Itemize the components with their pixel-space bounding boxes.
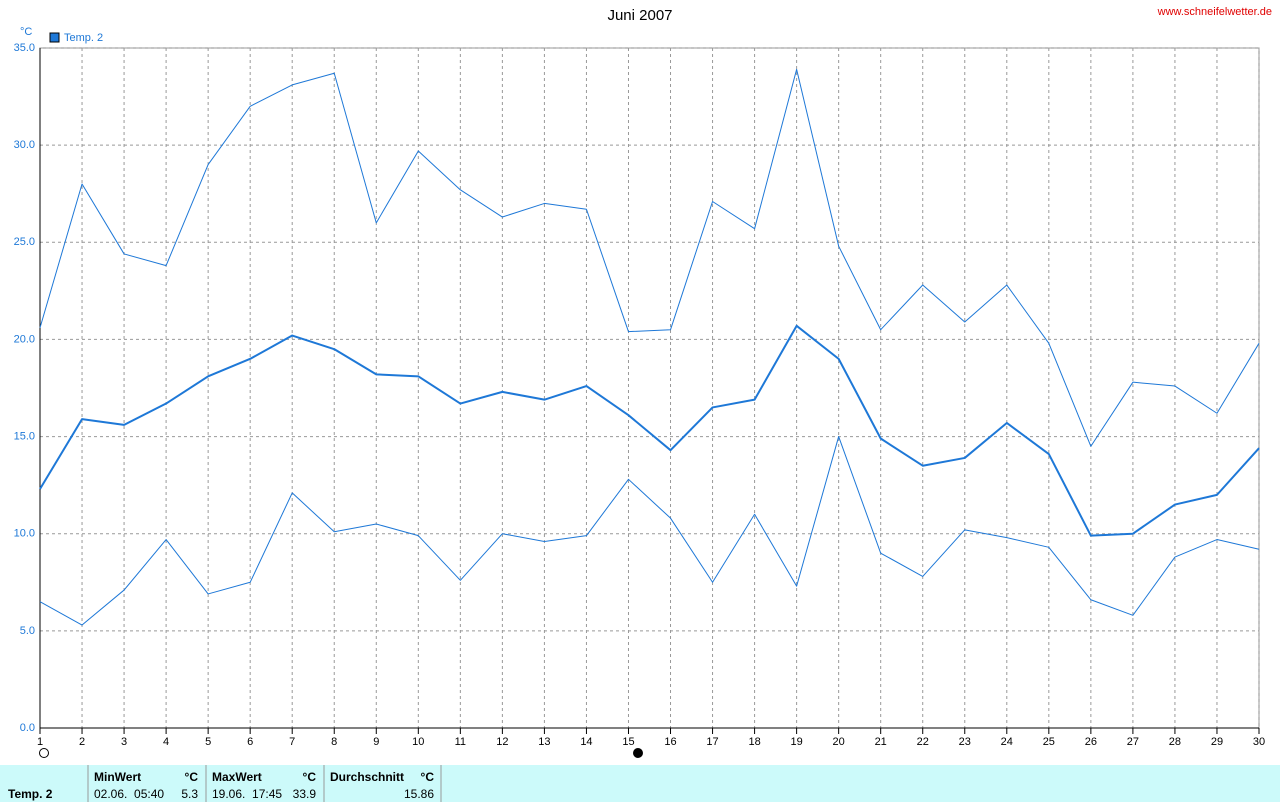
summary-dividers	[87, 765, 442, 802]
y-tick-label: 0.0	[20, 722, 35, 734]
line-series	[39, 436, 1260, 626]
x-tick-label: 30	[1253, 736, 1265, 748]
summary-unit: °C	[421, 770, 435, 784]
summary-time: 19.06. 17:45	[212, 787, 282, 801]
summary-time: 02.06. 05:40	[94, 787, 164, 801]
summary-title: MaxWert	[212, 770, 262, 784]
x-tick-label: 9	[373, 736, 379, 748]
x-tick-label: 20	[833, 736, 845, 748]
x-tick-label: 6	[247, 736, 253, 748]
x-tick-label: 28	[1169, 736, 1181, 748]
y-tick-label: 30.0	[14, 139, 35, 151]
summary-bg	[0, 765, 1280, 802]
x-tick-label: 11	[455, 736, 466, 748]
summary-row-label: Temp. 2	[8, 787, 53, 801]
source: www.schneifelwetter.de	[1157, 6, 1272, 18]
x-tick-label: 26	[1085, 736, 1097, 748]
x-tick-label: 22	[917, 736, 929, 748]
x-tick-label: 25	[1043, 736, 1055, 748]
plot-frame	[39, 47, 1260, 729]
full-moon-icon	[633, 748, 643, 758]
y-unit: °C	[20, 26, 32, 38]
x-tick-label: 23	[959, 736, 971, 748]
y-tick-label: 25.0	[14, 236, 35, 248]
x-tick-label: 10	[412, 736, 424, 748]
x-tick-label: 16	[664, 736, 676, 748]
x-tick-label: 19	[790, 736, 802, 748]
x-tick-label: 15	[622, 736, 634, 748]
line-series	[39, 68, 1260, 447]
x-tick-label: 1	[37, 736, 43, 748]
x-tick-label: 3	[121, 736, 127, 748]
x-tick-label: 24	[1001, 736, 1013, 748]
summary-title: Durchschnitt	[330, 770, 404, 784]
summary-value: 15.86	[404, 787, 434, 801]
new-moon-icon	[39, 748, 49, 758]
x-tick-label: 17	[706, 736, 718, 748]
x-tick-label: 5	[205, 736, 211, 748]
x-tick-label: 29	[1211, 736, 1223, 748]
legend-swatch	[49, 32, 60, 43]
x-tick-label: 14	[580, 736, 592, 748]
y-tick-label: 35.0	[14, 42, 35, 54]
legend-label: Temp. 2	[64, 32, 103, 44]
summary-unit: °C	[303, 770, 317, 784]
y-tick-label: 5.0	[20, 625, 35, 637]
summary-value: 33.9	[293, 787, 317, 801]
x-tick-label: 2	[79, 736, 85, 748]
x-tick-label: 12	[496, 736, 508, 748]
summary-unit: °C	[185, 770, 199, 784]
y-tick-label: 10.0	[14, 528, 35, 540]
y-tick-label: 15.0	[14, 430, 35, 442]
line-series	[39, 324, 1260, 537]
x-tick-label: 4	[163, 736, 169, 748]
x-tick-label: 7	[289, 736, 295, 748]
x-tick-label: 21	[875, 736, 887, 748]
x-tick-label: 13	[538, 736, 550, 748]
x-tick-label: 27	[1127, 736, 1139, 748]
y-tick-label: 20.0	[14, 333, 35, 345]
x-tick-label: 8	[331, 736, 337, 748]
summary-value: 5.3	[181, 787, 198, 801]
x-tick-label: 18	[748, 736, 760, 748]
summary-title: MinWert	[94, 770, 141, 784]
chart-title: Juni 2007	[607, 7, 672, 24]
